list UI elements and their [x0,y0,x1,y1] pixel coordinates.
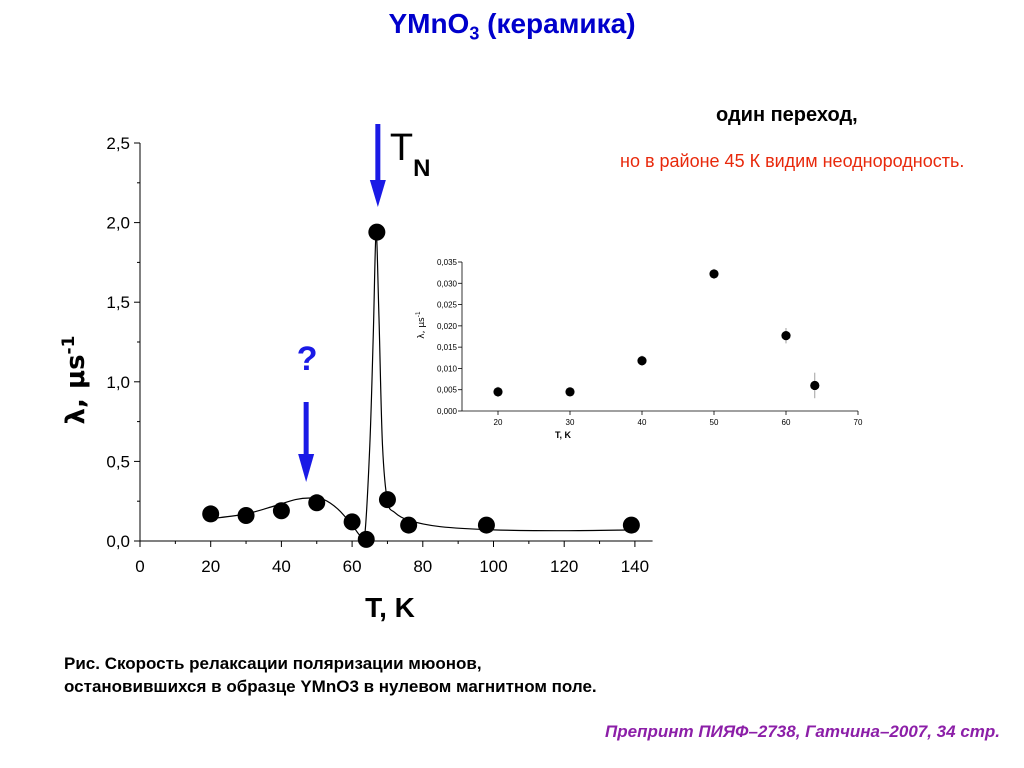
y-tick-label: 2,0 [106,214,130,233]
x-tick-label: 60 [343,557,362,576]
data-point [357,530,375,548]
inset-x-tick-label: 20 [494,418,503,427]
data-point [308,494,326,512]
y-tick-label: 0,5 [106,452,130,471]
inset-data-point [565,387,575,397]
inset-y-tick-label: 0,000 [437,407,458,416]
fit-curve-line [210,231,635,545]
inset-x-tick-label: 50 [710,418,719,427]
tn-label: TN [390,127,431,182]
inset-data-point [493,387,503,397]
inset-y-tick-label: 0,035 [437,258,458,267]
inset-y-tick-label: 0,005 [437,386,458,395]
x-tick-label: 140 [621,557,649,576]
inset-y-tick-label: 0,030 [437,279,458,288]
y-tick-label: 2,5 [106,134,130,153]
inset-y-axis-label: λ, μs-1 [415,311,427,339]
preprint-reference: Препринт ПИЯФ–2738, Гатчина–2007, 34 стр… [605,722,1000,741]
x-tick-label: 80 [413,557,432,576]
data-point [622,516,640,534]
x-tick-label: 100 [479,557,507,576]
data-point [202,505,220,523]
note-body: но в районе 45 К видим неоднородность. [620,151,965,171]
inset-data-point [810,380,820,391]
data-point [237,507,255,525]
y-tick-label: 1,0 [106,373,130,392]
data-point [400,516,418,534]
inset-y-tick-label: 0,010 [437,364,458,373]
x-tick-label: 0 [135,557,144,576]
y-tick-label: 1,5 [106,293,130,312]
data-point [378,491,396,509]
figure-caption: Рис. Скорость релаксации поляризации мюо… [64,654,597,696]
inset-x-tick-label: 70 [854,418,863,427]
inset-data-point [637,356,647,366]
inset-x-tick-label: 60 [782,418,791,427]
inset-chart: 20 30 40 50 60 70 0,000 0,005 0,010 0,015 0,020 0,0… [415,258,863,440]
inset-x-tick-label: 30 [566,418,575,427]
note-heading: один переход, [716,104,858,126]
x-tick-label: 120 [550,557,578,576]
tn-arrow-head [369,180,386,207]
x-tick-label: 20 [201,557,220,576]
page-title: YMnO3 (керамика) [388,8,636,44]
inset-x-tick-label: 40 [638,418,647,427]
inset-data-points [493,268,820,399]
main-chart: 0 20 40 60 80 100 120 140 0,0 0,5 1,0 1,5 2,0 2,5 T, K… [59,134,653,623]
inset-y-tick-label: 0,020 [437,322,458,331]
y-tick-label: 0,0 [106,532,130,551]
data-point [272,502,290,520]
inset-data-point [709,269,719,279]
inset-x-axis-label: T, K [555,430,572,440]
y-axis-label: λ, μs-1 [59,336,91,425]
question-mark-label: ? [297,340,318,378]
data-point [343,513,361,531]
inset-data-point [781,331,791,341]
data-point [477,516,495,534]
inset-y-tick-label: 0,015 [437,343,458,352]
main-fit-curve [210,231,635,545]
main-data-points [202,223,640,548]
question-arrow-head [298,454,315,482]
main-annotations: TN? [297,124,431,482]
x-tick-label: 40 [272,557,291,576]
data-point [368,223,386,241]
x-axis-label: T, K [365,592,415,623]
inset-y-tick-label: 0,025 [437,301,458,310]
